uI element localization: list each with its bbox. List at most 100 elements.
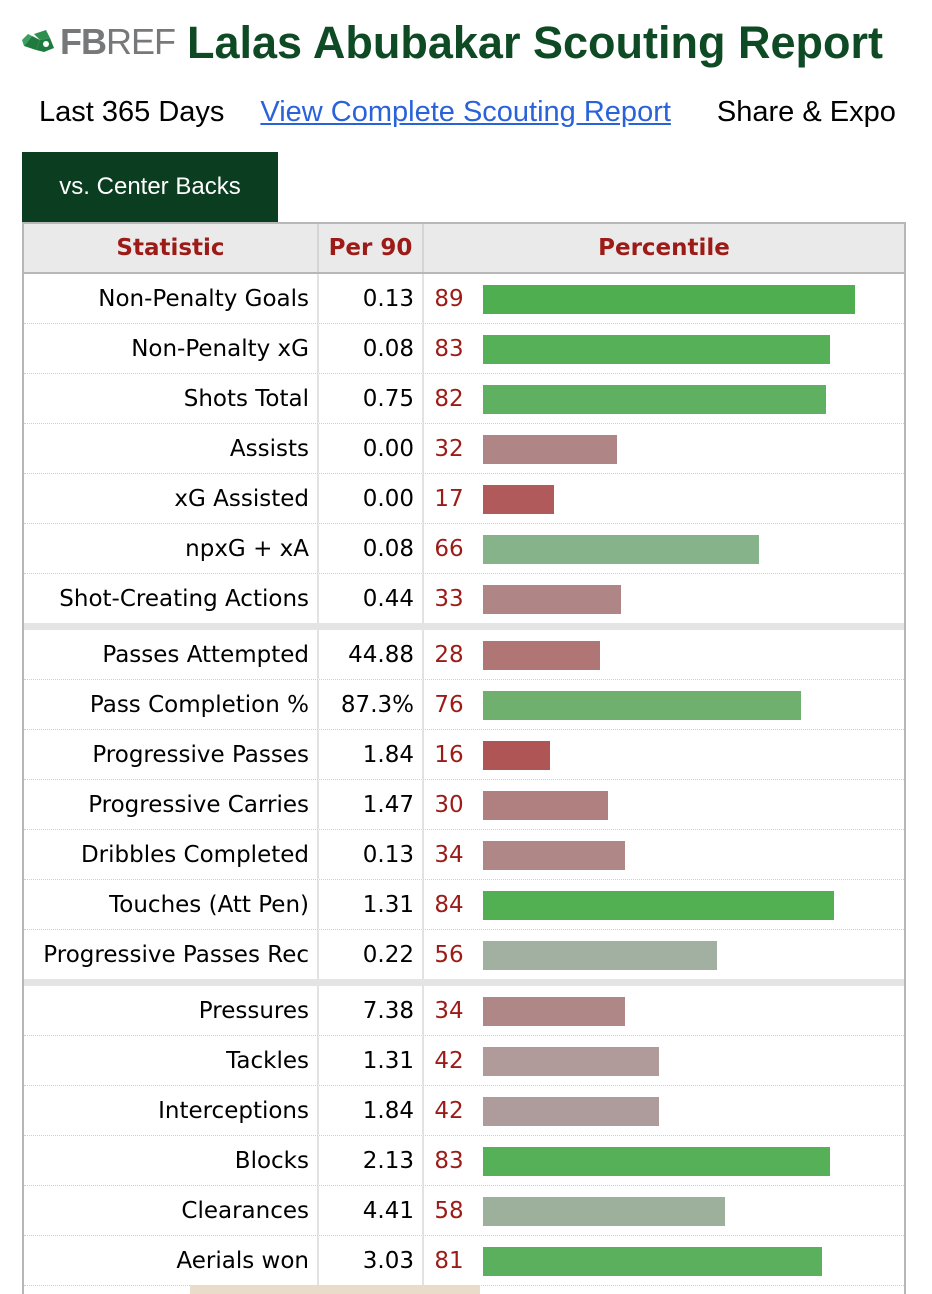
bottom-ad-strip <box>190 1285 480 1294</box>
tab-vs-center-backs[interactable]: vs. Center Backs <box>22 152 278 222</box>
per90-value: 0.00 <box>319 424 424 473</box>
header-per90[interactable]: Per 90 <box>319 224 424 272</box>
per90-value: 0.44 <box>319 574 424 623</box>
per90-value: 0.13 <box>319 830 424 879</box>
table-row: npxG + xA 0.08 66 <box>24 524 904 574</box>
stat-name[interactable]: Interceptions <box>24 1086 319 1135</box>
percentile-value: 28 <box>434 641 464 668</box>
percentile-bar <box>483 1047 659 1076</box>
table-row: Progressive Carries 1.47 30 <box>24 780 904 830</box>
per90-value: 0.13 <box>319 274 424 323</box>
per90-value: 7.38 <box>319 986 424 1035</box>
percentile-value: 81 <box>434 1247 464 1274</box>
stat-name[interactable]: Progressive Passes Rec <box>24 930 319 979</box>
table-row: Pressures 7.38 34 <box>24 986 904 1036</box>
percentile-value: 58 <box>434 1197 464 1224</box>
percentile-bar <box>483 435 617 464</box>
table-row: Blocks 2.13 83 <box>24 1136 904 1186</box>
page-header: FBREF Lalas Abubakar Scouting Report <box>20 14 883 70</box>
percentile-bar <box>483 841 625 870</box>
percentile-value: 34 <box>434 997 464 1024</box>
percentile-value: 83 <box>434 1147 464 1174</box>
period-label: Last 365 Days <box>39 95 225 128</box>
percentile-bar <box>483 585 621 614</box>
percentile-value: 89 <box>434 285 464 312</box>
table-header: Statistic Per 90 Percentile <box>24 224 904 274</box>
sub-navigation: Last 365 Days View Complete Scouting Rep… <box>39 92 896 132</box>
percentile-value: 32 <box>434 435 464 462</box>
percentile-value: 83 <box>434 335 464 362</box>
percentile-bar <box>483 941 717 970</box>
stat-name[interactable]: Progressive Passes <box>24 730 319 779</box>
per90-value: 2.13 <box>319 1136 424 1185</box>
table-row: Non-Penalty xG 0.08 83 <box>24 324 904 374</box>
percentile-bar <box>483 1097 659 1126</box>
percentile-bar <box>483 335 830 364</box>
percentile-value: 33 <box>434 585 464 612</box>
per90-value: 87.3% <box>319 680 424 729</box>
percentile-bar <box>483 891 834 920</box>
table-row: Shot-Creating Actions 0.44 33 <box>24 574 904 624</box>
stat-name[interactable]: Shots Total <box>24 374 319 423</box>
percentile-bar <box>483 1197 725 1226</box>
stat-name[interactable]: Shot-Creating Actions <box>24 574 319 623</box>
logo-text-light: REF <box>106 21 176 62</box>
group-divider <box>24 623 904 630</box>
stat-name[interactable]: Pass Completion % <box>24 680 319 729</box>
percentile-value: 16 <box>434 741 464 768</box>
per90-value: 0.22 <box>319 930 424 979</box>
group-divider <box>24 979 904 986</box>
stat-name[interactable]: Blocks <box>24 1136 319 1185</box>
percentile-bar <box>483 285 855 314</box>
stat-name[interactable]: Pressures <box>24 986 319 1035</box>
stat-name[interactable]: npxG + xA <box>24 524 319 573</box>
stat-name[interactable]: Passes Attempted <box>24 630 319 679</box>
percentile-value: 17 <box>434 485 464 512</box>
per90-value: 44.88 <box>319 630 424 679</box>
stat-name[interactable]: Non-Penalty Goals <box>24 274 319 323</box>
page-title: Lalas Abubakar Scouting Report <box>187 16 883 68</box>
table-row: Dribbles Completed 0.13 34 <box>24 830 904 880</box>
header-percentile[interactable]: Percentile <box>598 235 730 261</box>
share-export-menu[interactable]: Share & Expo <box>716 95 896 128</box>
table-row: Interceptions 1.84 42 <box>24 1086 904 1136</box>
stat-name[interactable]: Assists <box>24 424 319 473</box>
table-row: Tackles 1.31 42 <box>24 1036 904 1086</box>
table-row: Non-Penalty Goals 0.13 89 <box>24 274 904 324</box>
stat-name[interactable]: xG Assisted <box>24 474 319 523</box>
percentile-bar <box>483 791 608 820</box>
table-row: Pass Completion % 87.3% 76 <box>24 680 904 730</box>
percentile-value: 76 <box>434 691 464 718</box>
stat-name[interactable]: Aerials won <box>24 1236 319 1285</box>
per90-value: 1.31 <box>319 1036 424 1085</box>
per90-value: 4.41 <box>319 1186 424 1235</box>
percentile-value: 82 <box>434 385 464 412</box>
percentile-bar <box>483 741 550 770</box>
percentile-bar <box>483 691 801 720</box>
header-statistic[interactable]: Statistic <box>24 224 319 272</box>
stat-name[interactable]: Clearances <box>24 1186 319 1235</box>
stat-name[interactable]: Progressive Carries <box>24 780 319 829</box>
percentile-bar <box>483 997 625 1026</box>
percentile-value: 30 <box>434 791 464 818</box>
table-row: Passes Attempted 44.88 28 <box>24 630 904 680</box>
percentile-value: 84 <box>434 891 464 918</box>
stat-name[interactable]: Touches (Att Pen) <box>24 880 319 929</box>
fbref-logo[interactable]: FBREF <box>20 21 176 62</box>
per90-value: 3.03 <box>319 1236 424 1285</box>
table-row: Assists 0.00 32 <box>24 424 904 474</box>
table-row: Progressive Passes 1.84 16 <box>24 730 904 780</box>
percentile-value: 42 <box>434 1047 464 1074</box>
stat-name[interactable]: Tackles <box>24 1036 319 1085</box>
stat-name[interactable]: Dribbles Completed <box>24 830 319 879</box>
per90-value: 0.75 <box>319 374 424 423</box>
percentile-bar <box>483 385 826 414</box>
logo-text-bold: FB <box>60 21 107 62</box>
percentile-bar <box>483 641 600 670</box>
table-row: Shots Total 0.75 82 <box>24 374 904 424</box>
complete-report-link[interactable]: View Complete Scouting Report <box>260 95 671 128</box>
percentile-bar <box>483 1147 830 1176</box>
stat-name[interactable]: Non-Penalty xG <box>24 324 319 373</box>
table-row: xG Assisted 0.00 17 <box>24 474 904 524</box>
per90-value: 0.00 <box>319 474 424 523</box>
